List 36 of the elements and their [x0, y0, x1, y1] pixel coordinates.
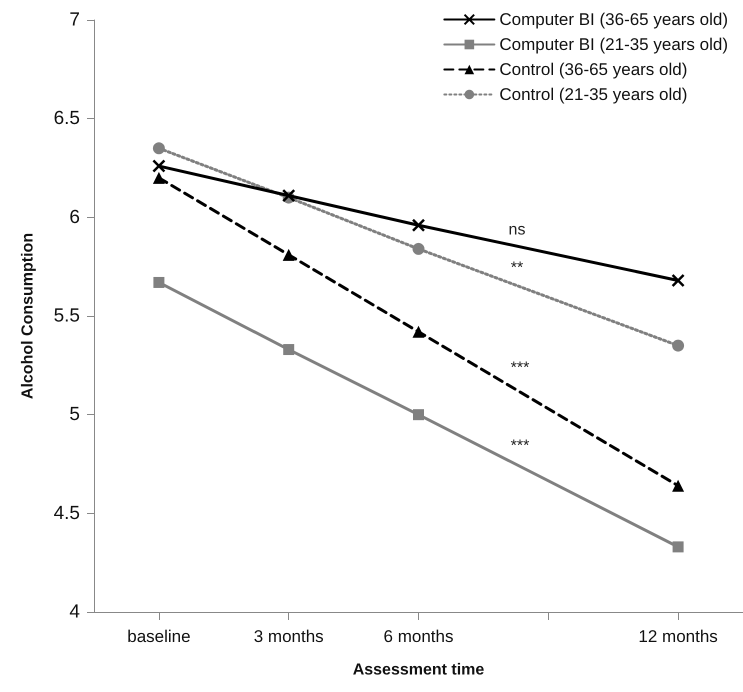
point: [413, 409, 424, 420]
legend-label: Control (36-65 years old): [499, 60, 688, 79]
point: [412, 326, 424, 338]
x-axis-title: Assessment time: [352, 662, 484, 678]
y-tick-label: 6: [69, 206, 80, 228]
annotation: **: [510, 260, 524, 276]
x-tick-label: baseline: [127, 627, 191, 646]
point: [671, 274, 685, 288]
point: [672, 541, 684, 552]
y-tick-label: 4.5: [54, 502, 80, 524]
point: [152, 142, 165, 154]
legend-label: Computer BI (36-65 years old): [499, 10, 728, 29]
x-tick-label: 12 months: [638, 627, 718, 646]
y-tick-label: 6.5: [54, 108, 80, 130]
point: [153, 276, 164, 288]
point: [283, 344, 294, 356]
annotation: ***: [510, 438, 530, 454]
annotation: ***: [510, 360, 530, 376]
y-tick-label: 4: [69, 602, 80, 622]
y-tick-label: 5: [69, 404, 80, 426]
x-tick-label: 6 months: [384, 627, 454, 646]
y-tick-label: 5.5: [54, 306, 80, 326]
y-tick-label: 7: [69, 10, 80, 30]
point: [672, 340, 684, 352]
point: [152, 172, 165, 184]
point: [282, 248, 295, 261]
point: [412, 218, 426, 232]
point: [152, 159, 166, 173]
y-axis-title: Alcohol Consumption: [20, 232, 36, 400]
point: [672, 480, 684, 492]
point: [282, 188, 296, 202]
annotation: ns: [508, 222, 526, 238]
legend-label: Control (21-35 years old): [499, 85, 688, 104]
x-tick-label: 3 months: [254, 627, 324, 646]
point: [412, 242, 424, 255]
legend-label: Computer BI (21-35 years old): [499, 35, 728, 54]
